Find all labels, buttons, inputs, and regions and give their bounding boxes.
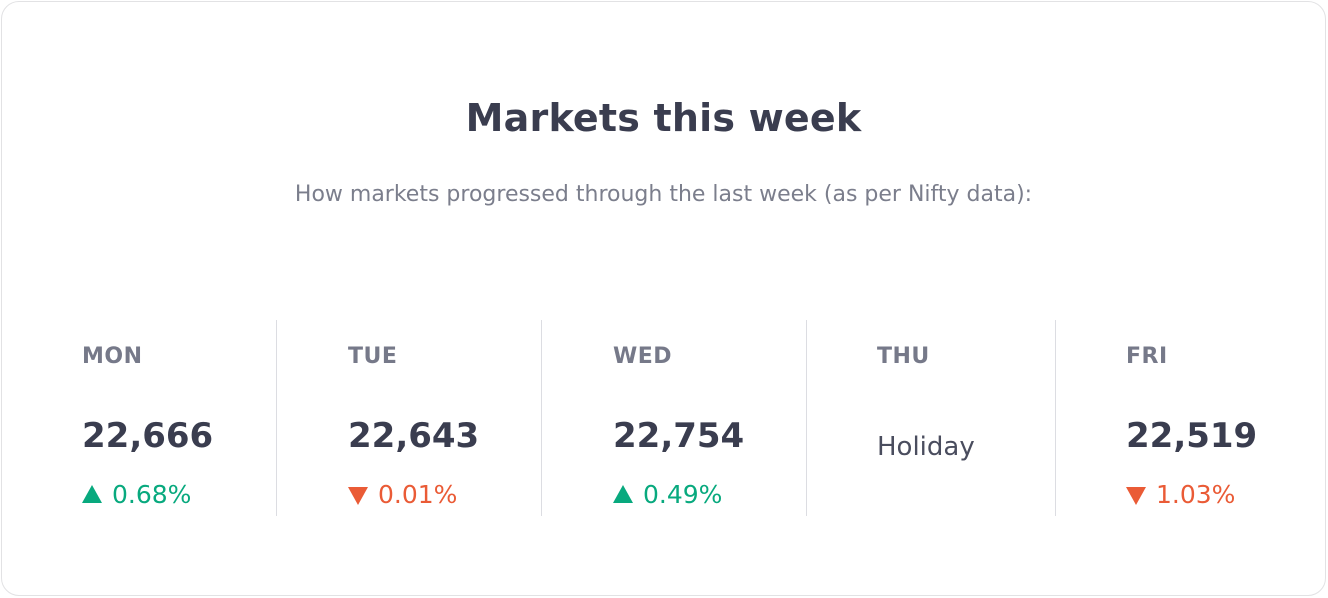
card-subtitle: How markets progressed through the last … <box>294 182 1033 207</box>
day-change: 0.49% <box>613 480 722 509</box>
day-label: MON <box>82 344 143 369</box>
day-label: WED <box>613 344 673 369</box>
day-value: 22,666 <box>82 416 214 456</box>
column-divider <box>276 320 277 516</box>
triangle-up-icon <box>82 484 102 503</box>
column-divider <box>806 320 807 516</box>
day-column-thu: THU Holiday <box>877 320 1047 516</box>
triangle-up-icon <box>613 484 633 503</box>
day-change-percent: 1.03% <box>1156 480 1236 509</box>
day-label: THU <box>877 344 930 369</box>
day-label: TUE <box>348 344 398 369</box>
card-title: Markets this week <box>465 96 862 140</box>
day-value: 22,643 <box>348 416 480 456</box>
column-divider <box>1055 320 1056 516</box>
triangle-down-icon <box>1126 486 1146 505</box>
day-column-mon: MON 22,666 0.68% <box>82 320 262 516</box>
day-change: 1.03% <box>1126 480 1235 509</box>
day-column-wed: WED 22,754 0.49% <box>613 320 793 516</box>
day-change-percent: 0.68% <box>112 480 192 509</box>
day-change-percent: 0.01% <box>378 480 458 509</box>
days-row: MON 22,666 0.68% TUE 22,643 0.01% WED 22… <box>2 320 1325 516</box>
column-divider <box>541 320 542 516</box>
day-column-fri: FRI 22,519 1.03% <box>1126 320 1306 516</box>
day-change-percent: 0.49% <box>643 480 723 509</box>
day-change: 0.68% <box>82 480 191 509</box>
day-column-tue: TUE 22,643 0.01% <box>348 320 528 516</box>
day-value: 22,754 <box>613 416 745 456</box>
day-change: 0.01% <box>348 480 457 509</box>
day-value: 22,519 <box>1126 416 1258 456</box>
day-label: FRI <box>1126 344 1168 369</box>
triangle-down-icon <box>348 486 368 505</box>
holiday-note: Holiday <box>877 432 975 462</box>
